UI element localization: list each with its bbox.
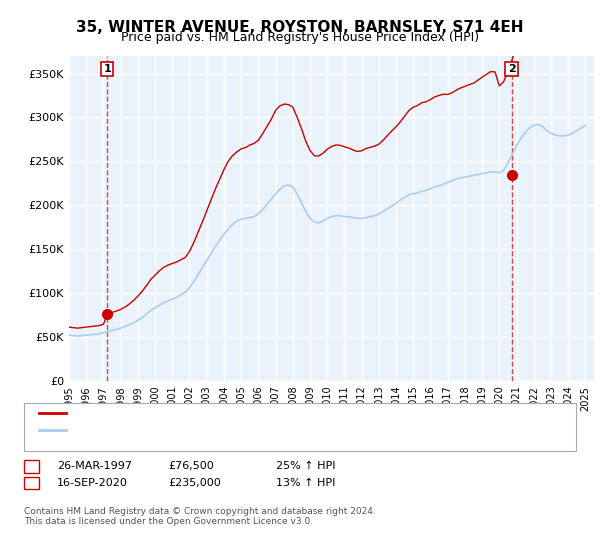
Text: 26-MAR-1997: 26-MAR-1997 <box>57 461 132 471</box>
Text: 35, WINTER AVENUE, ROYSTON, BARNSLEY, S71 4EH: 35, WINTER AVENUE, ROYSTON, BARNSLEY, S7… <box>76 20 524 35</box>
Text: 25% ↑ HPI: 25% ↑ HPI <box>276 461 335 471</box>
Text: Contains HM Land Registry data © Crown copyright and database right 2024.
This d: Contains HM Land Registry data © Crown c… <box>24 507 376 526</box>
Text: 35, WINTER AVENUE, ROYSTON, BARNSLEY, S71 4EH (detached house): 35, WINTER AVENUE, ROYSTON, BARNSLEY, S7… <box>69 408 438 418</box>
Text: HPI: Average price, detached house, Barnsley: HPI: Average price, detached house, Barn… <box>69 425 307 435</box>
Text: Price paid vs. HM Land Registry's House Price Index (HPI): Price paid vs. HM Land Registry's House … <box>121 31 479 44</box>
Text: 1: 1 <box>28 461 35 471</box>
Text: £76,500: £76,500 <box>168 461 214 471</box>
Text: 2: 2 <box>28 478 35 488</box>
Text: £235,000: £235,000 <box>168 478 221 488</box>
Text: 2: 2 <box>508 64 515 74</box>
Text: 13% ↑ HPI: 13% ↑ HPI <box>276 478 335 488</box>
Text: 16-SEP-2020: 16-SEP-2020 <box>57 478 128 488</box>
Text: 1: 1 <box>104 64 111 74</box>
